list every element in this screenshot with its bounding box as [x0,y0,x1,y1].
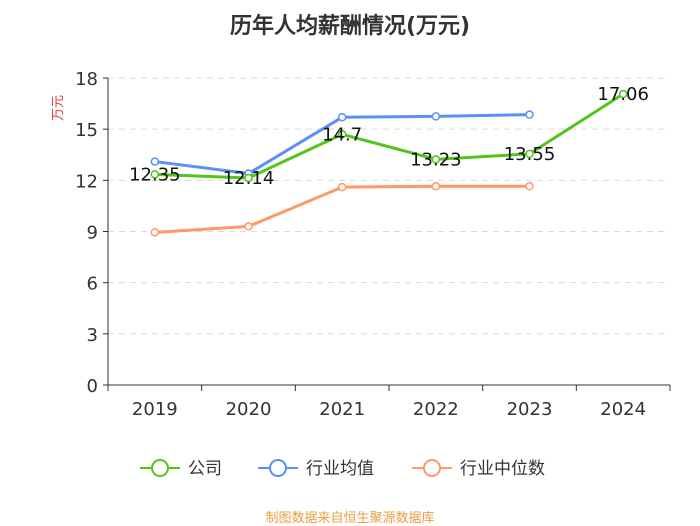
legend-item-公司[interactable]: 公司 [188,459,222,479]
y-tick-label: 18 [75,69,98,90]
y-tick-label: 12 [75,171,98,192]
data-point-公司[interactable] [244,173,253,183]
x-tick-label-2020: 2020 [226,399,272,420]
x-tick-label-2022: 2022 [413,399,459,420]
data-point-行业均值[interactable] [150,157,160,166]
x-tick-label-2024: 2024 [600,399,646,420]
y-tick-label: 15 [75,120,98,141]
data-point-行业均值[interactable] [525,110,534,119]
data-point-行业中位数[interactable] [337,182,347,192]
x-tick-label-2023: 2023 [507,399,553,420]
data-labels: 12.35 12.14 14.7 13.23 13.55 17.06 [129,84,649,189]
data-label: 14.7 [322,124,362,145]
data-point-公司[interactable] [618,89,628,99]
data-label: 12.35 [129,164,181,185]
legend-item-行业均值[interactable]: 行业均值 [306,459,374,479]
series-lines [150,89,628,237]
data-point-行业中位数[interactable] [150,228,160,237]
axes: 0 3 6 9 12 15 18 万元 2019 2020 2021 2022 2023 2024 [51,69,671,420]
data-point-行业中位数[interactable] [244,222,253,231]
data-label: 17.06 [597,84,649,105]
data-label: 13.55 [504,144,556,165]
y-tick-label: 3 [87,325,98,346]
y-axis-title: 万元 [51,95,66,121]
data-label: 12.14 [223,168,275,189]
data-point-公司[interactable] [150,170,160,179]
y-tick-label: 9 [87,223,98,244]
legend-marker [151,459,169,477]
x-tick-label-2021: 2021 [319,399,365,420]
data-label: 13.23 [410,149,462,170]
y-tick-label: 6 [87,274,98,295]
grid-lines [108,77,670,335]
data-point-行业均值[interactable] [337,112,347,122]
data-point-公司[interactable] [431,155,441,164]
legend-marker [423,459,441,477]
chart-title: 历年人均薪酬情况(万元) [229,14,471,39]
series-line-公司 [154,92,624,180]
series-line-行业中位数 [154,184,530,234]
legend-marker [269,459,287,477]
legend-item-行业中位数[interactable]: 行业中位数 [460,459,545,479]
data-point-行业均值[interactable] [431,112,441,121]
legend: 公司 行业均值 行业中位数 [140,459,545,479]
data-point-行业中位数[interactable] [525,182,534,191]
source-note: 制图数据来自恒生聚源数据库 [265,511,435,526]
y-tick-label: 0 [87,376,98,397]
data-point-行业中位数[interactable] [431,182,441,191]
x-tick-label-2019: 2019 [132,399,178,420]
data-point-公司[interactable] [525,149,534,159]
data-point-公司[interactable] [337,130,347,139]
